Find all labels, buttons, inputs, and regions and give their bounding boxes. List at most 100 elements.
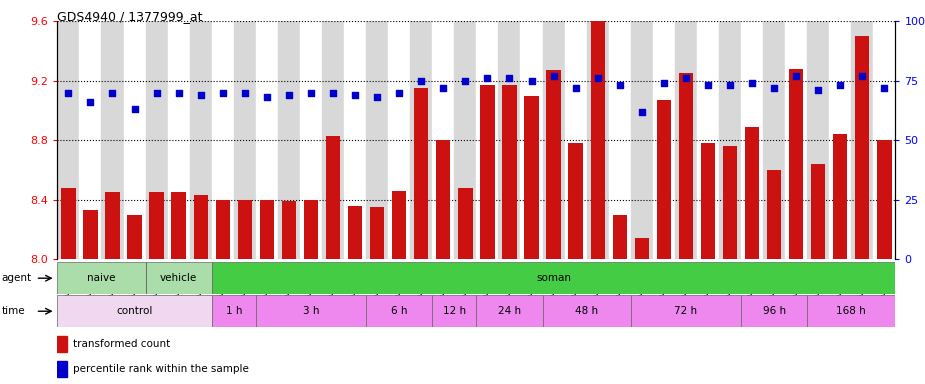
- Point: [811, 87, 826, 93]
- Bar: [745, 127, 759, 259]
- Point: [348, 92, 363, 98]
- Text: vehicle: vehicle: [160, 273, 197, 283]
- Bar: [436, 140, 450, 259]
- Bar: [238, 200, 252, 259]
- Bar: [631, 21, 653, 259]
- Bar: [410, 21, 432, 259]
- Bar: [808, 295, 895, 327]
- Bar: [432, 21, 454, 259]
- Point: [612, 82, 627, 88]
- Point: [127, 106, 142, 112]
- Bar: [609, 21, 631, 259]
- Point: [281, 92, 296, 98]
- Bar: [83, 210, 98, 259]
- Bar: [366, 21, 388, 259]
- Text: 24 h: 24 h: [498, 306, 521, 316]
- Bar: [300, 21, 322, 259]
- Bar: [282, 201, 296, 259]
- Bar: [502, 85, 517, 259]
- Bar: [612, 215, 627, 259]
- Bar: [811, 164, 825, 259]
- Bar: [458, 188, 473, 259]
- Point: [392, 89, 407, 96]
- Bar: [145, 262, 212, 294]
- Point: [259, 94, 274, 100]
- Bar: [322, 21, 344, 259]
- Bar: [432, 295, 476, 327]
- Text: transformed count: transformed count: [73, 339, 170, 349]
- Point: [370, 94, 385, 100]
- Bar: [722, 146, 737, 259]
- Point: [877, 85, 892, 91]
- Bar: [234, 21, 256, 259]
- Point: [458, 78, 473, 84]
- Bar: [171, 192, 186, 259]
- Bar: [392, 191, 406, 259]
- Point: [326, 89, 340, 96]
- Bar: [855, 36, 870, 259]
- Text: 1 h: 1 h: [226, 306, 242, 316]
- Point: [767, 85, 782, 91]
- Bar: [414, 88, 428, 259]
- Bar: [631, 295, 741, 327]
- Bar: [763, 21, 785, 259]
- Bar: [741, 21, 763, 259]
- Text: soman: soman: [536, 273, 571, 283]
- Bar: [150, 192, 164, 259]
- Bar: [326, 136, 340, 259]
- Point: [832, 82, 847, 88]
- Point: [502, 75, 517, 81]
- Bar: [877, 140, 892, 259]
- Text: 96 h: 96 h: [762, 306, 785, 316]
- Point: [657, 80, 672, 86]
- Bar: [808, 21, 829, 259]
- Point: [524, 78, 539, 84]
- Bar: [873, 21, 895, 259]
- Bar: [590, 21, 605, 259]
- Bar: [480, 85, 495, 259]
- Bar: [499, 21, 521, 259]
- Text: percentile rank within the sample: percentile rank within the sample: [73, 364, 249, 374]
- Point: [61, 89, 76, 96]
- Bar: [212, 262, 895, 294]
- Text: 6 h: 6 h: [391, 306, 407, 316]
- Point: [83, 99, 98, 105]
- Bar: [543, 295, 631, 327]
- Bar: [675, 21, 697, 259]
- Point: [590, 75, 605, 81]
- Bar: [521, 21, 543, 259]
- Point: [436, 85, 450, 91]
- Text: GDS4940 / 1377999_at: GDS4940 / 1377999_at: [57, 10, 203, 23]
- Point: [149, 89, 164, 96]
- Bar: [569, 143, 583, 259]
- Bar: [476, 21, 499, 259]
- Bar: [789, 69, 803, 259]
- Text: control: control: [117, 306, 153, 316]
- Text: agent: agent: [2, 273, 32, 283]
- Bar: [454, 21, 476, 259]
- Bar: [193, 195, 208, 259]
- Bar: [679, 73, 693, 259]
- Bar: [657, 100, 671, 259]
- Point: [789, 73, 804, 79]
- Point: [568, 85, 583, 91]
- Text: 72 h: 72 h: [674, 306, 697, 316]
- Bar: [303, 200, 318, 259]
- Bar: [388, 21, 410, 259]
- Point: [238, 89, 253, 96]
- Bar: [256, 295, 366, 327]
- Point: [678, 75, 693, 81]
- Bar: [216, 200, 230, 259]
- Point: [105, 89, 120, 96]
- Bar: [785, 21, 808, 259]
- Bar: [547, 70, 561, 259]
- Bar: [829, 21, 851, 259]
- Bar: [105, 192, 119, 259]
- Bar: [344, 21, 366, 259]
- Bar: [256, 21, 278, 259]
- Bar: [57, 361, 67, 377]
- Bar: [145, 21, 167, 259]
- Point: [700, 82, 715, 88]
- Point: [480, 75, 495, 81]
- Bar: [741, 295, 808, 327]
